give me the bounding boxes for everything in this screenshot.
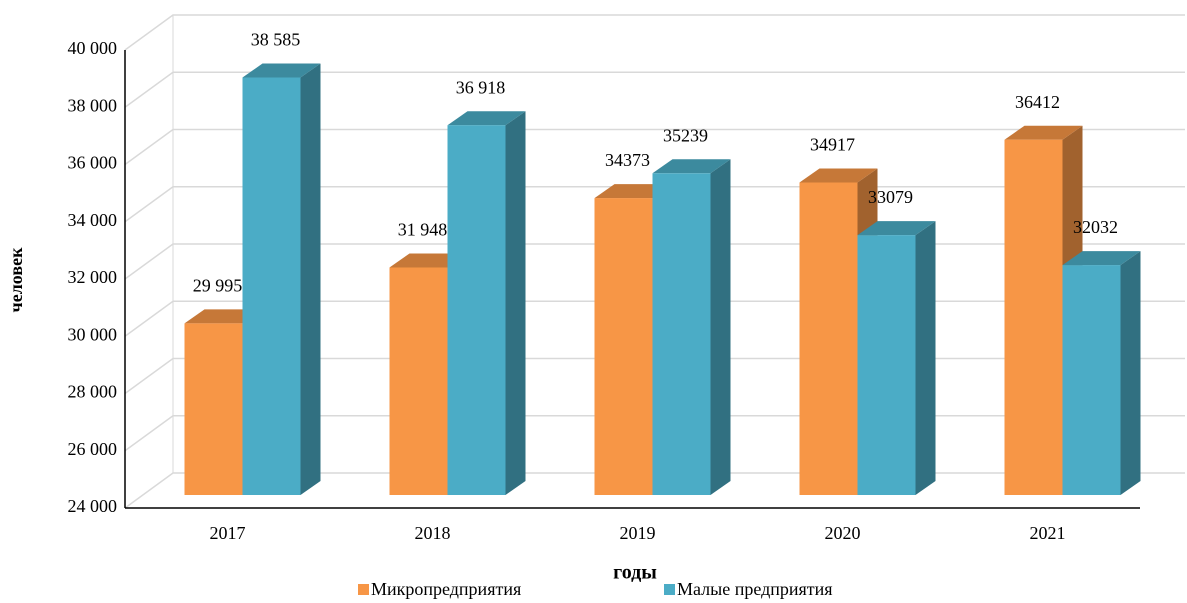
legend-swatch: [664, 584, 675, 595]
bar-side: [505, 111, 526, 495]
bar-top: [799, 168, 878, 183]
bar: [242, 77, 301, 496]
x-tick-label: 2019: [620, 523, 656, 543]
value-label: 32032: [1073, 217, 1118, 237]
value-label: 38 585: [251, 30, 301, 50]
x-tick-label: 2018: [415, 523, 451, 543]
y-tick-label: 26 000: [68, 439, 118, 459]
x-tick-label: 2017: [210, 523, 246, 543]
y-tick-label: 30 000: [68, 324, 118, 344]
value-label: 34373: [605, 150, 650, 170]
bar-top: [242, 63, 321, 78]
value-label: 33079: [868, 187, 913, 207]
bar-top: [857, 221, 936, 236]
bar-top: [652, 159, 731, 174]
grid-line: [124, 128, 1185, 166]
bar: [447, 125, 506, 495]
bar-top: [1004, 125, 1083, 140]
grid-line: [124, 71, 1185, 108]
legend-label: Микропредприятия: [371, 579, 521, 599]
bar: [594, 198, 653, 495]
bar: [857, 235, 916, 495]
legend-label: Малые предприятия: [677, 579, 833, 599]
x-tick-label: 2021: [1030, 523, 1066, 543]
value-label: 35239: [663, 125, 708, 145]
bar-top: [1062, 251, 1141, 266]
y-tick-label: 36 000: [68, 153, 118, 173]
y-tick-label: 34 000: [68, 210, 118, 230]
y-tick-label: 32 000: [68, 267, 118, 287]
y-tick-label: 40 000: [68, 38, 118, 58]
y-tick-label: 24 000: [68, 496, 118, 516]
x-tick-label: 2020: [825, 523, 861, 543]
bar-side: [710, 159, 731, 495]
y-tick-label: 28 000: [68, 382, 118, 402]
value-label: 34917: [810, 135, 855, 155]
y-tick-label: 38 000: [68, 95, 118, 115]
bar-top: [447, 111, 526, 126]
value-label: 29 995: [193, 276, 243, 296]
value-label: 36 918: [456, 77, 506, 97]
bar-side: [1120, 251, 1141, 495]
x-axis-title: годы: [613, 562, 657, 584]
bar: [799, 182, 858, 496]
bar-side: [300, 63, 321, 496]
y-axis-title: человек: [6, 247, 26, 313]
bar: [652, 173, 711, 495]
bar: [184, 323, 243, 495]
bar: [1062, 265, 1121, 495]
value-label: 31 948: [398, 220, 448, 240]
bar-side: [915, 221, 936, 495]
bar: [389, 267, 448, 495]
bar: [1004, 139, 1063, 496]
value-label: 36412: [1015, 92, 1060, 112]
grid-line: [124, 14, 1185, 51]
legend-swatch: [358, 584, 369, 595]
